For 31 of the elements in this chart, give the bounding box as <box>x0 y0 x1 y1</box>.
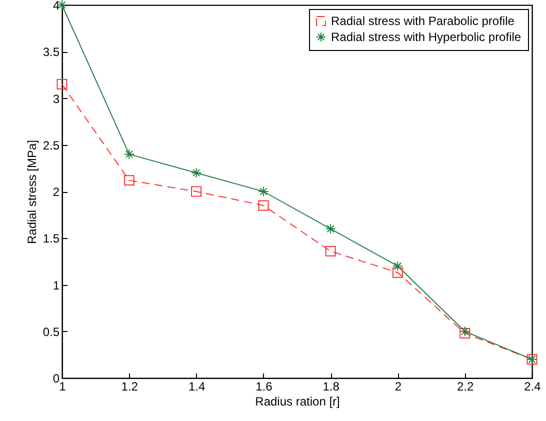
point <box>258 200 269 211</box>
point <box>56 79 68 90</box>
y-tick-label: 3.5 <box>42 45 60 60</box>
x-tick-label: 1.4 <box>188 380 206 394</box>
x-tick-label: 1.6 <box>256 380 273 394</box>
legend-label: Radial stress with Parabolic profile <box>331 14 515 28</box>
x-axis-title: Radius ration [r] <box>255 394 340 408</box>
y-tick-label: 2 <box>52 185 60 199</box>
point <box>392 260 403 272</box>
y-tick-label: 0 <box>52 372 60 386</box>
point <box>191 186 202 197</box>
point <box>258 186 269 197</box>
x-tick-label: 1.2 <box>121 380 138 394</box>
point <box>124 175 134 186</box>
point <box>191 168 202 178</box>
y-tick-label: 4 <box>52 0 60 12</box>
point <box>392 267 403 278</box>
y-tick-label: 0.5 <box>42 324 60 339</box>
point <box>325 224 336 234</box>
y-tick-label: 1.5 <box>42 232 60 246</box>
y-tick-label: 3 <box>52 92 60 106</box>
x-tick-label: 2.2 <box>457 380 474 394</box>
x-tick-label: 2 <box>394 380 402 394</box>
y-tick-label: 1 <box>52 278 60 292</box>
y-tick-label: 2.5 <box>42 138 60 152</box>
legend-label: Radial stress with Hyperbolic profile <box>331 30 522 44</box>
point <box>124 148 134 160</box>
x-tick-label: 2.4 <box>524 380 542 394</box>
x-tick-label: 1.8 <box>322 380 340 394</box>
y-axis-title: Radial stress [MPa] <box>24 140 39 244</box>
point <box>325 246 336 256</box>
